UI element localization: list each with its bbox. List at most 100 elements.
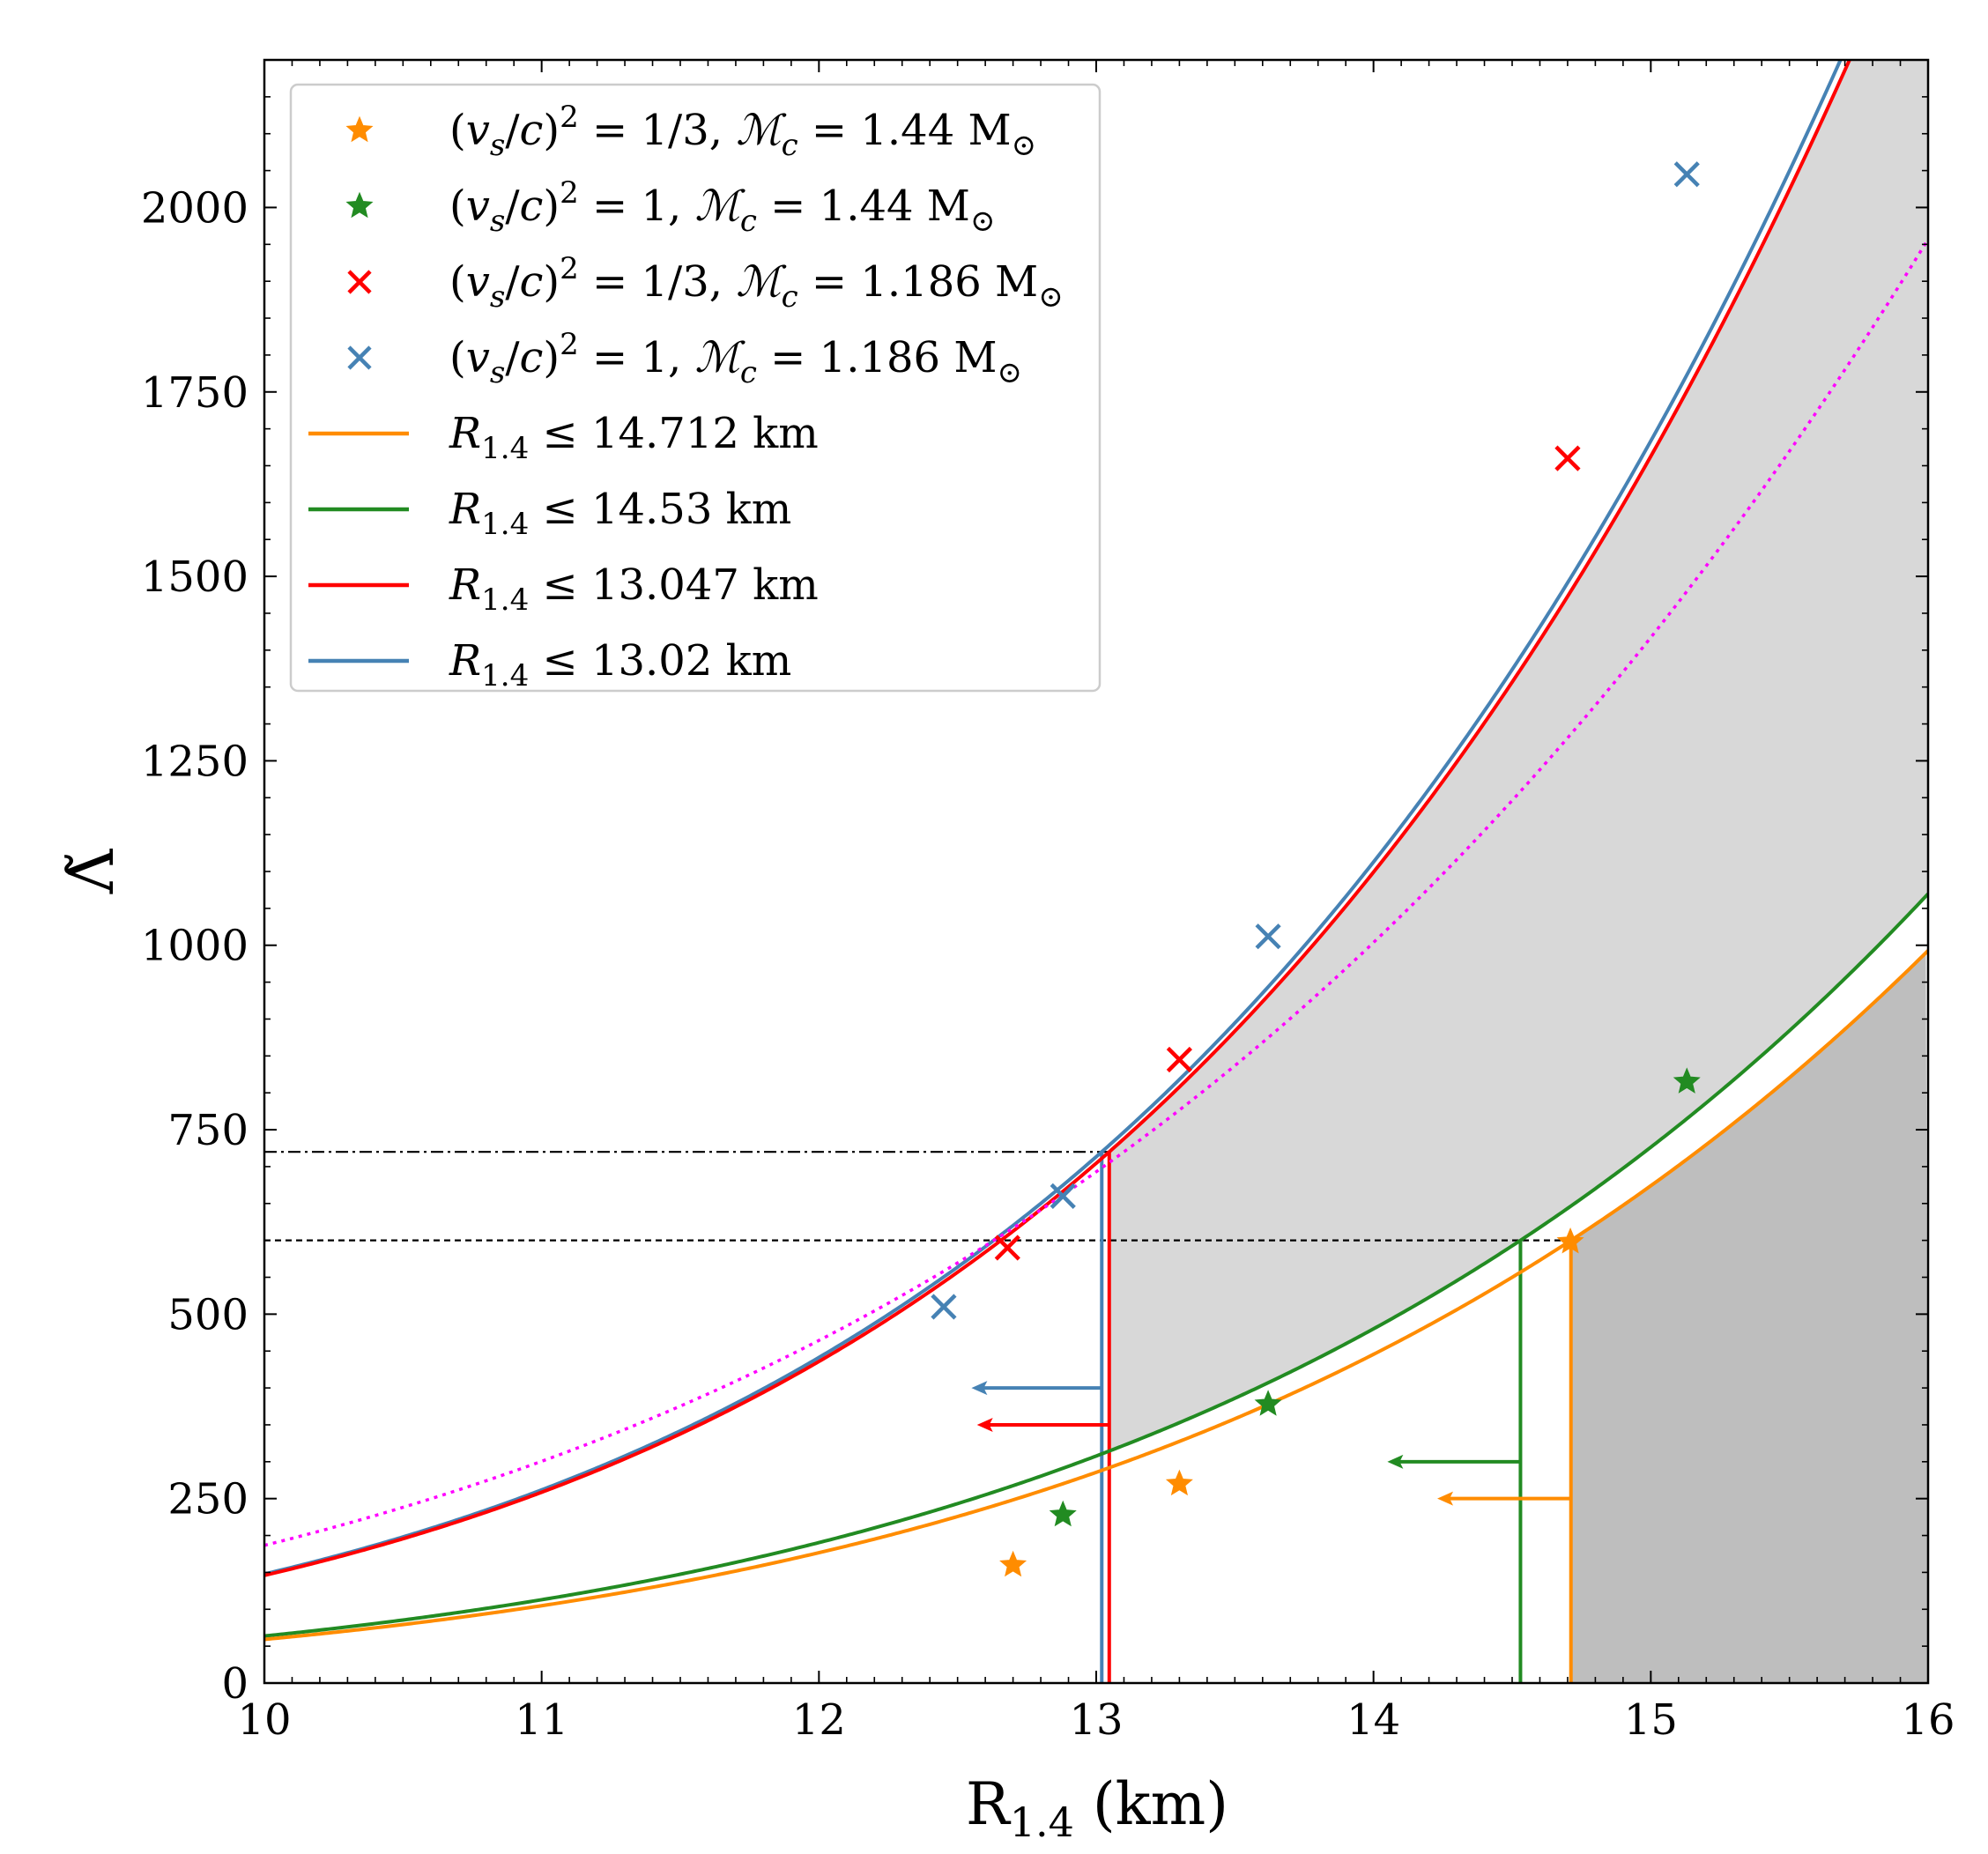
orange-star-point-1 [999,1550,1027,1577]
legend-cs2-value: 1/3 [641,257,708,307]
legend-entry-1: (vs/c)2 = 1/3, ℳc = 1.44 M⊙ [345,100,1036,163]
x-stroke [347,270,372,294]
dark-shaded-region [1570,953,1928,1683]
legend-entry-2: (vs/c)2 = 1, ℳc = 1.44 M⊙ [345,175,996,239]
x-stroke [1673,161,1700,188]
solar-subscript: ⊙ [1038,279,1064,315]
legend-radius-value: 13.02 [591,636,712,686]
km-unit: km [712,636,791,686]
legend-entry-5: R1.4 ≤ 14.712 km [308,409,819,466]
slash: / [505,257,520,307]
legend-entry-7: R1.4 ≤ 13.047 km [308,560,819,618]
legend-radius-value: 13.047 [591,560,739,610]
x-stroke [931,1294,957,1320]
y-tick-label: 750 [167,1106,248,1155]
left-arrow-1 [971,1381,1102,1396]
legend-cs2-value: 1/3 [641,106,708,155]
y-tick-label: 1500 [141,552,248,602]
legend-label: R1.4 ≤ 13.02 km [449,636,791,693]
comma: , [709,257,737,307]
x-stroke [1166,1046,1192,1073]
slash: / [505,333,520,382]
light-speed-symbol: c [519,333,543,382]
y-tick-label: 250 [167,1475,248,1524]
x-stroke [1050,1183,1076,1209]
chirp-mass-subscript: c [740,204,757,239]
paren-open: ( [449,106,466,155]
blue-x-point-3 [1255,923,1281,950]
green-star-point-3 [1673,1067,1701,1094]
y-tick-label: 1250 [141,737,248,786]
equals: = [579,333,642,382]
y-tick-label: 2000 [141,183,248,233]
y-tick-label: 500 [167,1290,248,1339]
legend-label: (vs/c)2 = 1/3, ℳc = 1.186 M⊙ [449,251,1064,315]
guide-lines [264,1151,1573,1683]
legend-mass-value: 1.186 [860,257,981,307]
solar-mass-symbol: M [914,182,970,231]
velocity-symbol: v [466,106,490,155]
blue-x-point-2 [1050,1183,1076,1209]
legend-marker-swatch [345,115,374,143]
equals: = [798,106,861,155]
light-speed-symbol: c [519,182,543,231]
red-x-point-3 [1554,445,1581,471]
leq-symbol: ≤ [529,636,591,686]
light-speed-symbol: c [519,257,543,307]
radius-symbol: R [449,636,481,686]
velocity-symbol: v [466,257,490,307]
solar-subscript: ⊙ [970,204,996,239]
left-arrow-2 [976,1417,1109,1432]
light-shaded-region [1109,60,1928,1451]
orange-star-point-2 [1165,1469,1193,1496]
radius-symbol: R [449,560,481,610]
radius-subscript: 1.4 [481,431,529,466]
comma: , [668,182,695,231]
arrow-head [971,1381,988,1396]
paren-close: ) [543,257,560,307]
equals: = [579,106,642,155]
arrow-head [1387,1454,1404,1469]
y-tick-label: 1000 [141,922,248,971]
radius-symbol: R [449,409,481,458]
paren-open: ( [449,182,466,231]
legend-mass-value: 1.44 [820,182,914,231]
chirp-mass-subscript: c [782,279,798,315]
velocity-subscript: s [490,355,505,390]
legend-entry-8: R1.4 ≤ 13.02 km [308,636,791,693]
light-speed-symbol: c [519,106,543,155]
chirp-mass-symbol: ℳ [736,257,787,307]
legend-marker-swatch [345,191,374,219]
chirp-mass-symbol: ℳ [695,333,746,382]
paren-open: ( [449,257,466,307]
x-tick-label: 16 [1901,1695,1955,1745]
radius-subscript: 1.4 [481,507,529,542]
axes-frame: 10 11 12 13 14 15 1602505007501000125015001750… [141,58,1955,1745]
legend-mass-value: 1.44 [860,106,954,155]
curve-3 [264,892,1928,1638]
left-arrow-3 [1387,1454,1521,1469]
markers [931,161,1701,1577]
comma: , [668,333,695,382]
slash: / [505,106,520,155]
solar-mass-symbol: M [940,333,997,382]
square-exponent: 2 [560,251,579,286]
paren-open: ( [449,333,466,382]
x-tick-label: 11 [515,1695,568,1745]
equals: = [757,333,820,382]
velocity-symbol: v [466,182,490,231]
legend-mass-value: 1.186 [820,333,940,382]
curve-2 [264,60,1852,1577]
left-arrow-4 [1437,1491,1571,1506]
legend-label: R1.4 ≤ 14.53 km [449,485,791,542]
chirp-mass-subscript: c [740,355,757,390]
chirp-mass-symbol: ℳ [736,106,787,155]
curve-4 [264,949,1928,1642]
y-tick-label: 1750 [141,368,248,418]
equals: = [579,257,642,307]
red-x-point-2 [1166,1046,1192,1073]
red-x-point-1 [994,1235,1020,1261]
equals: = [579,182,642,231]
blue-x-point-4 [1673,161,1700,188]
